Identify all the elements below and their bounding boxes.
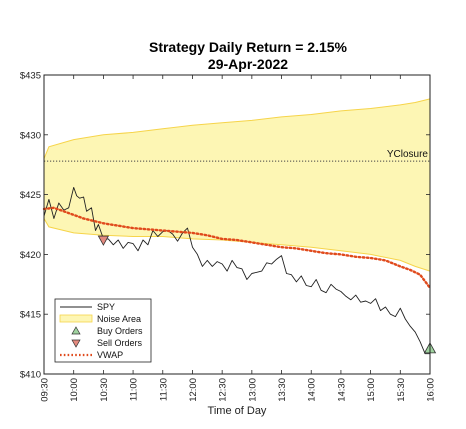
y-tick-label: $425 bbox=[20, 190, 41, 201]
y-tick-label: $435 bbox=[20, 71, 41, 82]
x-tick-label: 12:00 bbox=[188, 378, 199, 402]
x-tick-label: 09:30 bbox=[40, 378, 51, 402]
y-axis-ticks: $410 $415 $420 $425 $430 $435 bbox=[20, 71, 430, 381]
x-tick-label: 10:00 bbox=[69, 378, 80, 402]
x-tick-label: 15:00 bbox=[366, 378, 377, 402]
sell-order-marker bbox=[97, 235, 110, 246]
x-tick-label: 11:00 bbox=[129, 378, 140, 401]
plot-frame bbox=[43, 74, 431, 375]
x-tick-label: 13:30 bbox=[277, 378, 288, 402]
x-tick-label: 13:00 bbox=[247, 378, 258, 402]
yclosure-layer: YClosure bbox=[44, 149, 430, 162]
legend-spy-label: SPY bbox=[97, 302, 115, 312]
y-tick-label: $415 bbox=[20, 310, 41, 321]
chart-subtitle: 29-Apr-2022 bbox=[208, 56, 288, 72]
noise-area-upper-edge bbox=[43, 98, 431, 159]
spy-layer bbox=[43, 186, 430, 355]
y-tick-label: $410 bbox=[20, 370, 41, 381]
legend-sell-swatch bbox=[71, 339, 81, 348]
legend-noise-swatch bbox=[59, 314, 93, 323]
legend-buy-swatch bbox=[71, 326, 81, 335]
y-tick-label: $420 bbox=[20, 250, 41, 261]
x-axis-label: Time of Day bbox=[208, 405, 267, 417]
x-tick-label: 14:30 bbox=[336, 378, 347, 402]
vwap-series-line bbox=[42, 206, 432, 290]
legend-buy-label: Buy Orders bbox=[97, 326, 143, 336]
x-tick-label: 12:30 bbox=[218, 378, 229, 402]
x-tick-label: 14:00 bbox=[307, 378, 318, 402]
yclosure-label: YClosure bbox=[387, 149, 429, 160]
legend: SPY Noise Area Buy Orders Sell Orders VW… bbox=[54, 298, 152, 363]
spy-series-line bbox=[43, 186, 430, 355]
y-tick-label: $430 bbox=[20, 130, 41, 141]
x-axis-ticks: 09:30 10:00 10:30 11:00 11:30 12:00 12:30 13:00… bbox=[40, 75, 437, 402]
x-tick-label: 15:30 bbox=[396, 378, 407, 402]
legend-vwap-label: VWAP bbox=[97, 350, 123, 360]
legend-noise-label: Noise Area bbox=[97, 314, 141, 324]
x-tick-label: 11:30 bbox=[158, 378, 169, 401]
chart-title: Strategy Daily Return = 2.15% bbox=[149, 39, 348, 55]
x-tick-label: 10:30 bbox=[99, 378, 110, 402]
vwap-layer bbox=[42, 206, 432, 290]
x-tick-label: 16:00 bbox=[426, 378, 437, 402]
legend-sell-label: Sell Orders bbox=[97, 338, 143, 348]
legend-box bbox=[54, 298, 152, 363]
